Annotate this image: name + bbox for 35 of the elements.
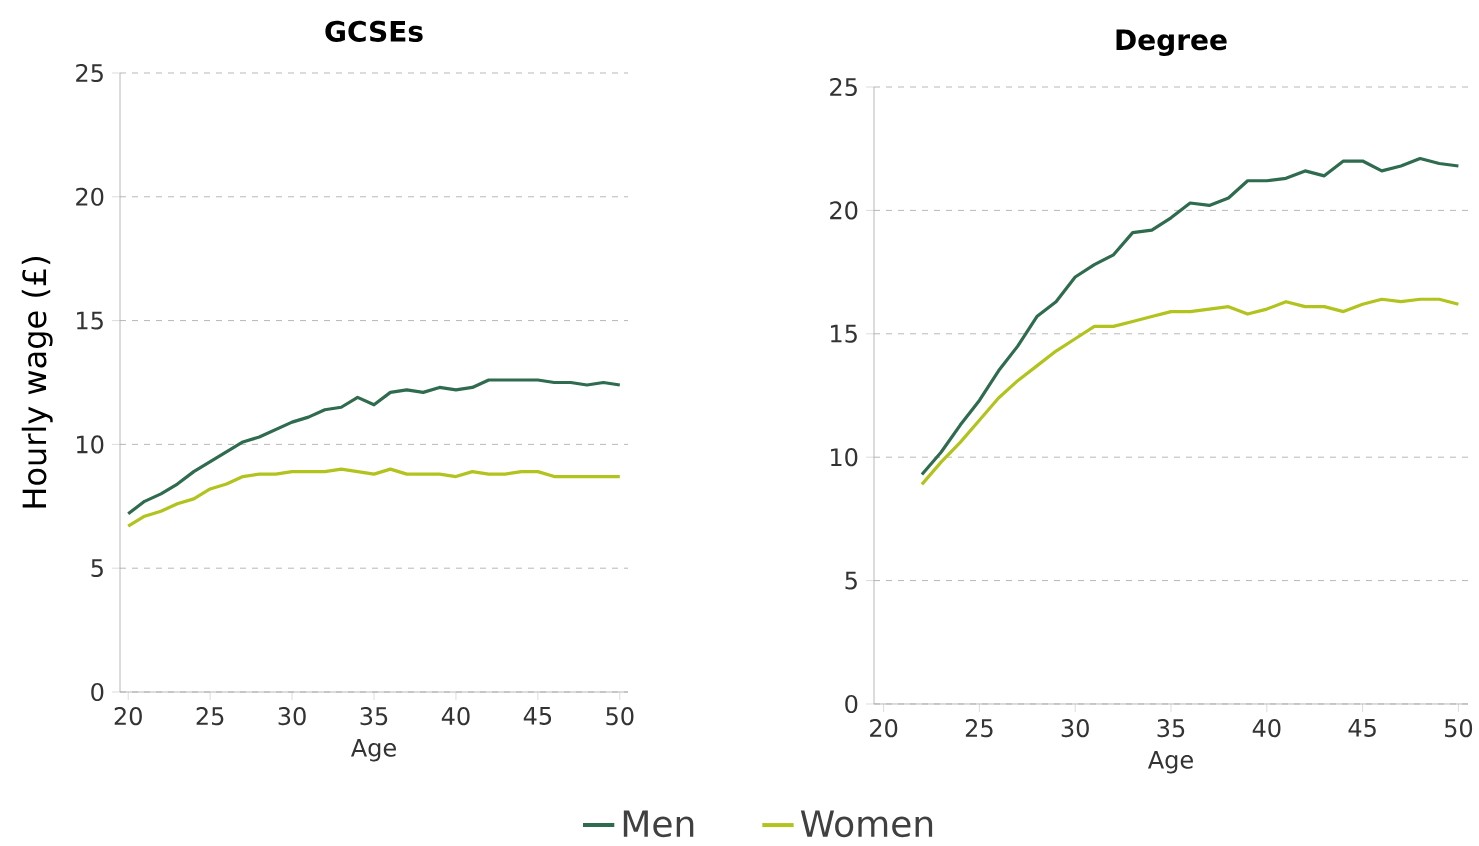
x-tick-label: 35 xyxy=(1157,719,1185,738)
chart-title: GCSEs xyxy=(325,20,423,42)
x-tick-label: 50 xyxy=(606,707,634,726)
y-axis-title: Hourly wage (£) xyxy=(21,257,53,508)
y-tick-label: 5 xyxy=(845,571,857,590)
x-tick-label: 30 xyxy=(1061,719,1089,738)
x-axis-title: Age xyxy=(350,738,396,762)
x-tick-label: 40 xyxy=(441,707,470,726)
y-tick-label: 20 xyxy=(76,187,104,206)
x-tick-label: 30 xyxy=(278,707,306,726)
y-tick-label: 10 xyxy=(831,448,858,467)
y-tick-label: 15 xyxy=(77,311,103,330)
legend-label: Men xyxy=(623,810,694,838)
x-axis-title: Age xyxy=(1147,750,1193,774)
y-tick-label: 20 xyxy=(830,201,858,220)
x-tick-label: 35 xyxy=(360,707,388,726)
y-tick-label: 25 xyxy=(76,63,103,83)
y-tick-label: 0 xyxy=(845,694,858,714)
legend-label: Women xyxy=(800,810,933,838)
x-tick-label: 25 xyxy=(196,707,224,726)
x-tick-label: 40 xyxy=(1252,719,1281,738)
chart-title: Degree xyxy=(1116,29,1227,56)
y-tick-label: 0 xyxy=(91,682,104,702)
x-tick-label: 45 xyxy=(523,707,552,725)
y-tick-label: 15 xyxy=(831,324,857,343)
y-tick-label: 25 xyxy=(830,77,857,97)
x-tick-label: 20 xyxy=(870,719,898,738)
y-tick-label: 10 xyxy=(77,435,104,454)
line-series xyxy=(920,156,1461,477)
x-tick-label: 50 xyxy=(1445,719,1473,738)
x-tick-label: 45 xyxy=(1348,719,1376,737)
y-tick-label: 5 xyxy=(91,559,103,578)
line-series xyxy=(920,297,1461,486)
x-tick-label: 20 xyxy=(114,707,142,726)
x-tick-label: 25 xyxy=(965,719,993,738)
